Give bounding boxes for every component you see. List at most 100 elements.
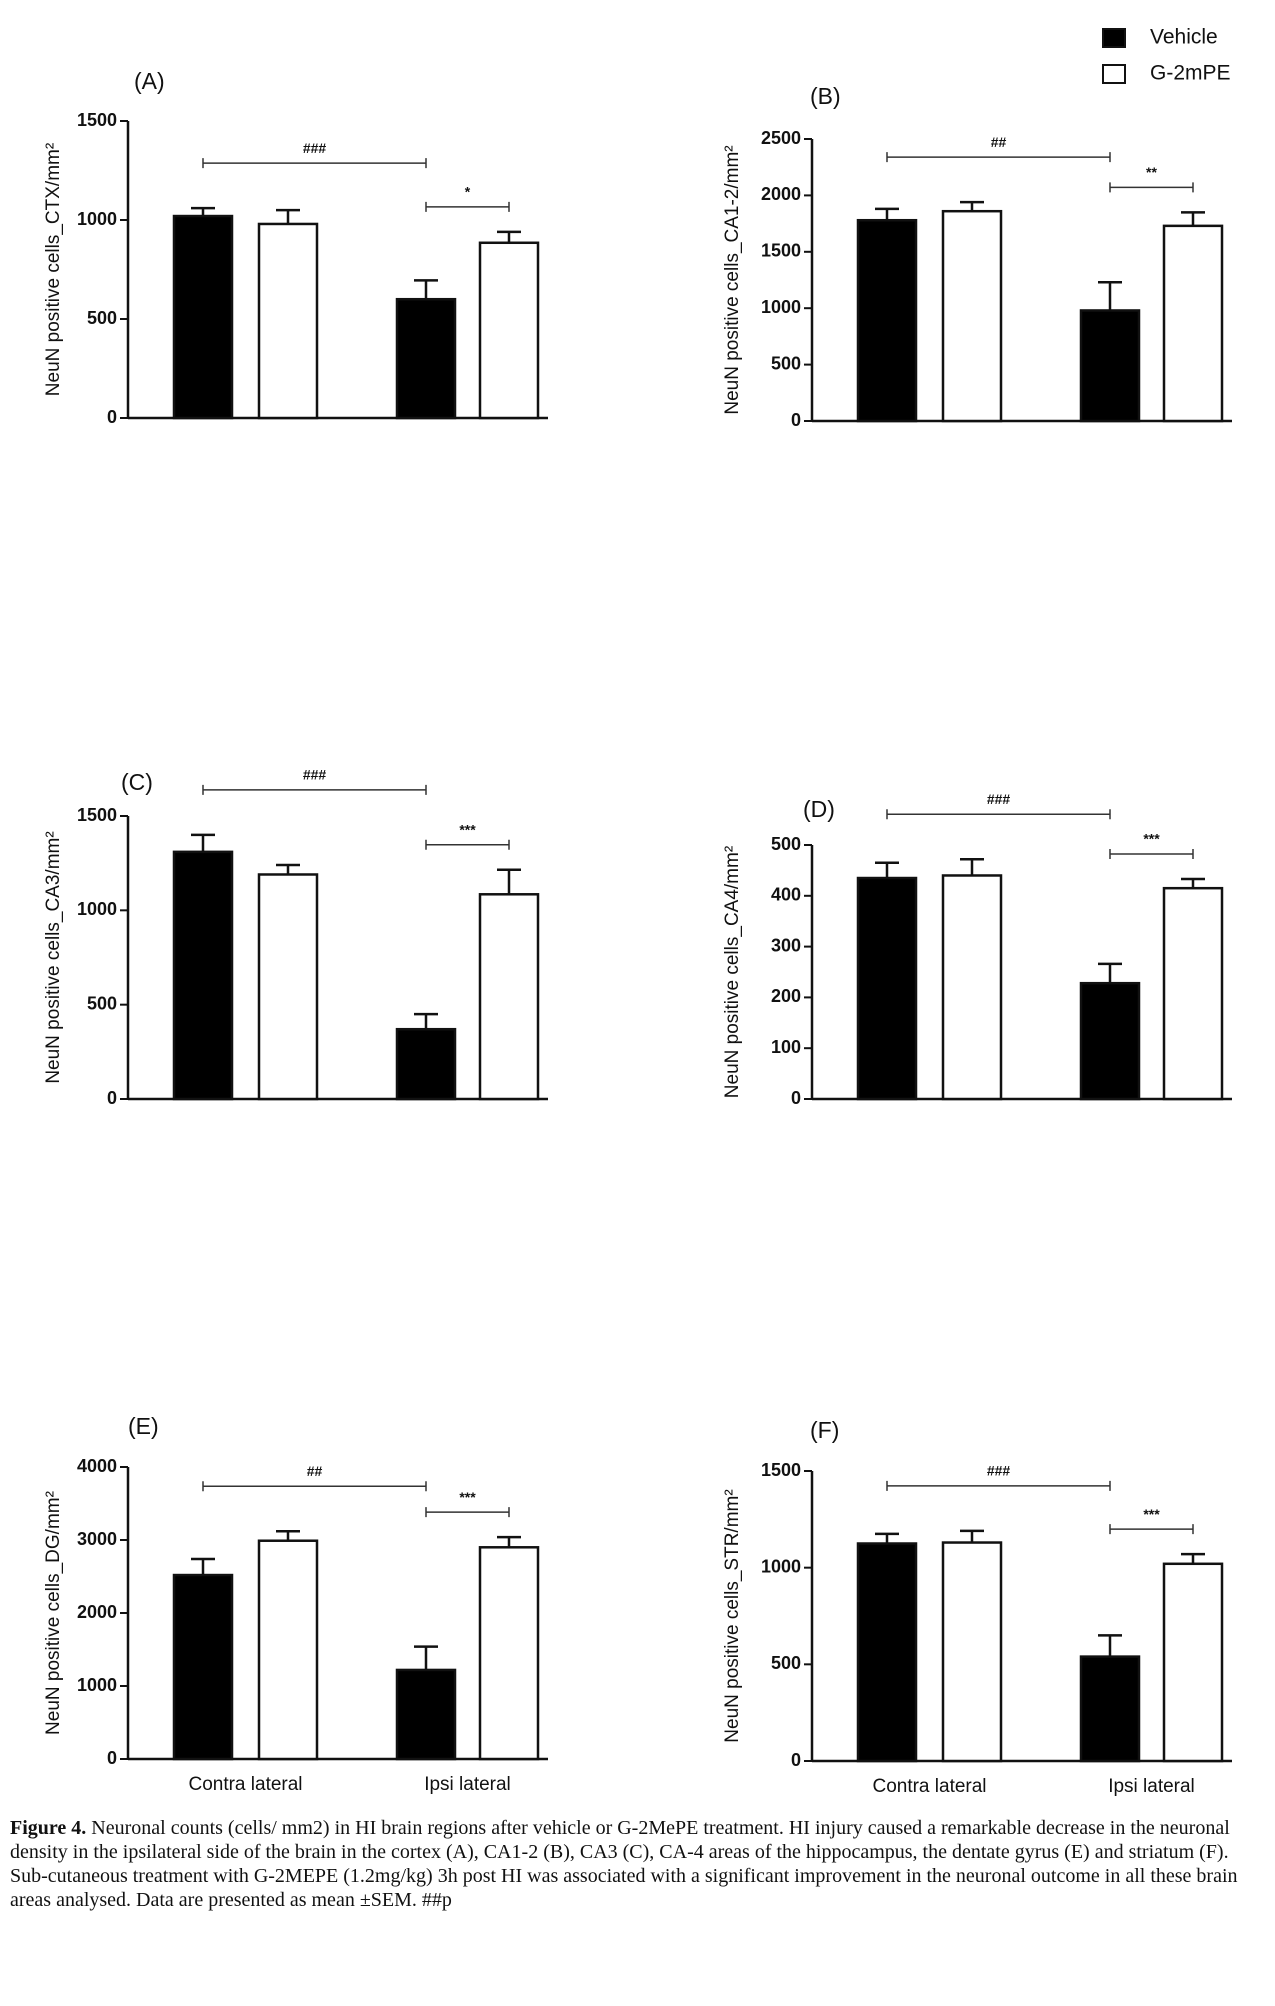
figure: (A)NeuN positive cells_CTX/mm²0500100015… xyxy=(43,26,1232,1797)
caption: Figure 4. Neuronal counts (cells/ mm2) i… xyxy=(10,1816,1265,1912)
error-bar xyxy=(414,1012,438,1030)
y-axis-label: NeuN positive cells_STR/mm² xyxy=(722,1489,743,1742)
y-tick-label: 1000 xyxy=(761,1556,801,1576)
y-tick-label: 0 xyxy=(791,1088,801,1108)
significance-bracket xyxy=(1109,182,1194,193)
error-bar xyxy=(414,279,438,300)
y-tick-label: 2000 xyxy=(761,184,801,204)
error-bar xyxy=(1181,211,1205,226)
significance-bracket xyxy=(886,152,1111,163)
y-tick-label: 500 xyxy=(771,1653,801,1673)
error-bar xyxy=(497,1535,521,1548)
error-bar xyxy=(960,857,984,876)
y-tick-label: 0 xyxy=(107,1748,117,1768)
error-bar xyxy=(497,868,521,895)
significance-label: ** xyxy=(1146,164,1157,180)
bar xyxy=(1162,1562,1224,1763)
y-tick-label: 1000 xyxy=(77,209,117,229)
legend-label: G-2mPE xyxy=(1150,62,1231,85)
error-bar xyxy=(1181,877,1205,889)
y-tick-label: 2000 xyxy=(77,1602,117,1622)
significance-bracket xyxy=(1109,1524,1194,1535)
significance-label: ### xyxy=(987,791,1011,807)
bar xyxy=(1162,224,1224,423)
x-tick-label: Ipsi lateral xyxy=(424,1774,511,1795)
panel-label: (B) xyxy=(810,83,841,109)
panel-label: (A) xyxy=(134,68,165,94)
bar xyxy=(257,222,319,420)
panel-label: (F) xyxy=(810,1417,839,1443)
bar xyxy=(478,893,540,1101)
significance-bracket xyxy=(425,839,510,850)
y-tick-label: 200 xyxy=(771,986,801,1006)
significance-label: ## xyxy=(991,134,1007,150)
significance-bracket xyxy=(202,158,427,169)
y-tick-label: 500 xyxy=(771,353,801,373)
error-bar xyxy=(414,1645,438,1670)
bar xyxy=(395,297,457,420)
y-tick-label: 1000 xyxy=(761,297,801,317)
error-bar xyxy=(1181,1552,1205,1564)
significance-bracket xyxy=(425,1507,510,1518)
error-bar xyxy=(191,833,215,852)
y-tick-label: 0 xyxy=(791,410,801,430)
y-axis-label: NeuN positive cells_CTX/mm² xyxy=(43,143,64,396)
legend-label: Vehicle xyxy=(1150,26,1218,49)
y-tick-label: 0 xyxy=(107,1088,117,1108)
bar xyxy=(941,874,1003,1101)
significance-bracket xyxy=(886,1480,1111,1491)
error-bar xyxy=(875,1532,899,1544)
y-tick-label: 1500 xyxy=(761,1460,801,1480)
bar xyxy=(257,1539,319,1761)
x-tick-label: Contra lateral xyxy=(188,1774,302,1795)
bar xyxy=(856,218,918,423)
error-bar xyxy=(960,1529,984,1543)
bar xyxy=(856,876,918,1101)
x-tick-label: Ipsi lateral xyxy=(1108,1776,1195,1797)
y-tick-label: 400 xyxy=(771,885,801,905)
error-bar xyxy=(191,206,215,217)
bar xyxy=(941,1541,1003,1763)
significance-label: ### xyxy=(303,140,327,156)
y-tick-label: 3000 xyxy=(77,1529,117,1549)
bar xyxy=(172,214,234,420)
bar xyxy=(172,1573,234,1761)
panel-label: (C) xyxy=(121,769,153,795)
error-bar xyxy=(497,230,521,243)
bar xyxy=(478,241,540,420)
significance-label: ### xyxy=(303,767,327,783)
y-axis-label: NeuN positive cells_CA1-2/mm² xyxy=(722,145,743,414)
y-axis-label: NeuN positive cells_CA3/mm² xyxy=(43,831,64,1083)
y-axis-label: NeuN positive cells_CA4/mm² xyxy=(722,846,743,1098)
bar xyxy=(856,1542,918,1763)
error-bar xyxy=(276,1529,300,1541)
y-tick-label: 100 xyxy=(771,1037,801,1057)
bar xyxy=(172,850,234,1101)
significance-label: *** xyxy=(1143,1506,1160,1522)
y-tick-label: 4000 xyxy=(77,1456,117,1476)
bar xyxy=(478,1546,540,1761)
y-tick-label: 0 xyxy=(791,1750,801,1770)
panel-label: (D) xyxy=(803,796,835,822)
y-tick-label: 500 xyxy=(87,993,117,1013)
error-bar xyxy=(875,861,899,879)
caption-label: Figure 4. xyxy=(10,1817,87,1839)
y-tick-label: 500 xyxy=(87,308,117,328)
significance-label: ## xyxy=(307,1463,323,1479)
y-tick-label: 500 xyxy=(771,834,801,854)
y-tick-label: 1000 xyxy=(77,899,117,919)
y-axis-label: NeuN positive cells_DG/mm² xyxy=(43,1491,64,1735)
bar xyxy=(395,1027,457,1101)
y-tick-label: 1500 xyxy=(77,805,117,825)
significance-bracket xyxy=(1109,849,1194,860)
bar xyxy=(395,1668,457,1761)
significance-label: *** xyxy=(1143,831,1160,847)
y-tick-label: 1500 xyxy=(77,110,117,130)
error-bar xyxy=(191,1557,215,1576)
y-tick-label: 1500 xyxy=(761,241,801,261)
panel-label: (E) xyxy=(128,1413,159,1439)
bar xyxy=(1162,886,1224,1101)
caption-text: Neuronal counts (cells/ mm2) in HI brain… xyxy=(10,1817,1238,1911)
y-tick-label: 2500 xyxy=(761,128,801,148)
bar xyxy=(1079,981,1141,1101)
